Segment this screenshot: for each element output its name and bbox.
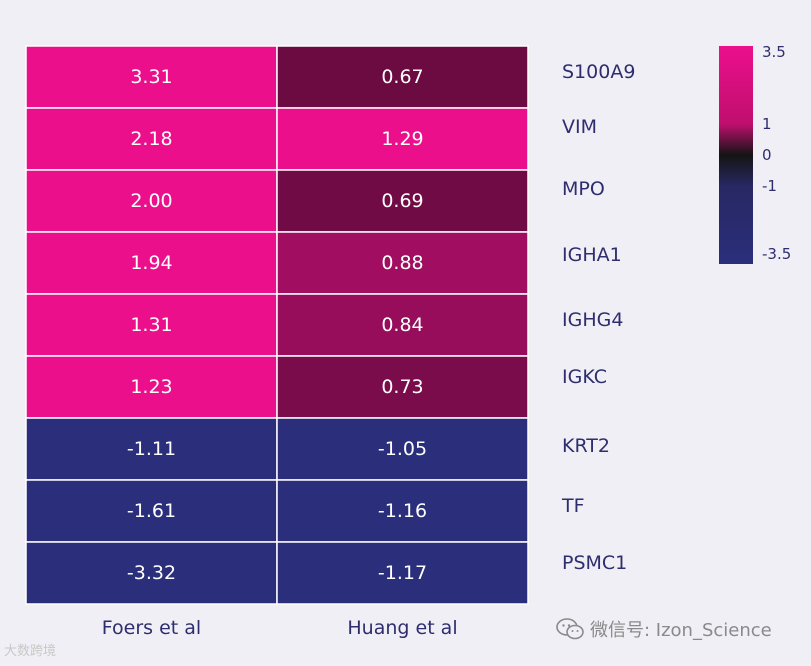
heatmap-cell-vim-0 — [25, 107, 278, 171]
row-label-ighg4: IGHG4 — [562, 309, 623, 331]
cell-value-label: -1.61 — [127, 500, 176, 522]
cell-value-label: -3.32 — [127, 562, 176, 584]
heatmap-cell-psmc1-0 — [25, 541, 278, 605]
heatmap-cell-krt2-1 — [276, 417, 529, 481]
heatmap-cell-ighg4-1 — [276, 293, 529, 357]
row-labels: S100A9 VIM MPO IGHA1 IGHG4 IGKC KRT2 TF PSMC1 — [561, 61, 635, 574]
logo-watermark-text: 大数跨境 — [4, 644, 57, 659]
colorbar-tick-label: -1 — [762, 177, 777, 195]
logo-watermark: 大数跨境 — [4, 640, 56, 659]
heatmap-cell-tf-1 — [276, 479, 529, 543]
cell-value-label: 2.00 — [130, 190, 172, 212]
heatmap-cell-mpo-1 — [276, 169, 529, 233]
cell-value-label: 0.69 — [381, 190, 423, 212]
cell-value-label: 1.31 — [130, 314, 172, 336]
column-label-0: Foers et al — [102, 617, 201, 639]
cell-value-label: 3.31 — [130, 66, 172, 88]
heatmap-cell-psmc1-1 — [276, 541, 529, 605]
cell-value-label: -1.17 — [378, 562, 427, 584]
cell-value-label: 0.73 — [381, 376, 423, 398]
heatmap-cell-igha1-1 — [276, 231, 529, 295]
cell-value-label: 1.23 — [130, 376, 172, 398]
cell-value-label: 1.29 — [381, 128, 423, 150]
colorbar-gradient — [719, 46, 753, 264]
row-label-s100a9: S100A9 — [562, 61, 635, 83]
row-label-krt2: KRT2 — [562, 435, 610, 457]
colorbar-tick-label: 0 — [762, 146, 772, 164]
colorbar-tick-label: 3.5 — [762, 43, 786, 61]
cell-value-label: 0.84 — [381, 314, 423, 336]
cell-value-label: 1.94 — [130, 252, 172, 274]
row-label-psmc1: PSMC1 — [562, 552, 627, 574]
heatmap-cells: 3.31 0.67 2.18 1.29 2.00 0.69 1.94 0.88 1.31 0.84… — [25, 45, 529, 605]
heatmap-cell-vim-1 — [276, 107, 529, 171]
cell-value-label: 0.88 — [381, 252, 423, 274]
row-label-igkc: IGKC — [562, 366, 607, 388]
cell-value-label: -1.16 — [378, 500, 427, 522]
heatmap-cell-s100a9-0 — [25, 45, 278, 109]
heatmap-cell-s100a9-1 — [276, 45, 529, 109]
row-label-vim: VIM — [562, 116, 597, 138]
row-label-igha1: IGHA1 — [562, 244, 622, 266]
heatmap-cell-igkc-1 — [276, 355, 529, 419]
wechat-icon — [556, 618, 584, 640]
column-label-1: Huang et al — [347, 617, 457, 639]
cell-value-label: -1.11 — [127, 438, 176, 460]
row-label-tf: TF — [561, 495, 585, 517]
colorbar-ticks: 3.5 1 0 -1 -3.5 — [762, 43, 791, 263]
cell-value-label: -1.05 — [378, 438, 427, 460]
colorbar-tick-label: 1 — [762, 115, 772, 133]
row-label-mpo: MPO — [562, 178, 605, 200]
cell-value-label: 0.67 — [381, 66, 423, 88]
colorbar-tick-label: -3.5 — [762, 245, 791, 263]
wechat-watermark: 微信号: Izon_Science — [556, 616, 772, 642]
colorbar: 3.5 1 0 -1 -3.5 — [719, 43, 791, 264]
column-labels: Foers et al Huang et al — [102, 617, 458, 639]
cell-value-label: 2.18 — [130, 128, 172, 150]
wechat-watermark-text: 微信号: Izon_Science — [590, 620, 772, 641]
